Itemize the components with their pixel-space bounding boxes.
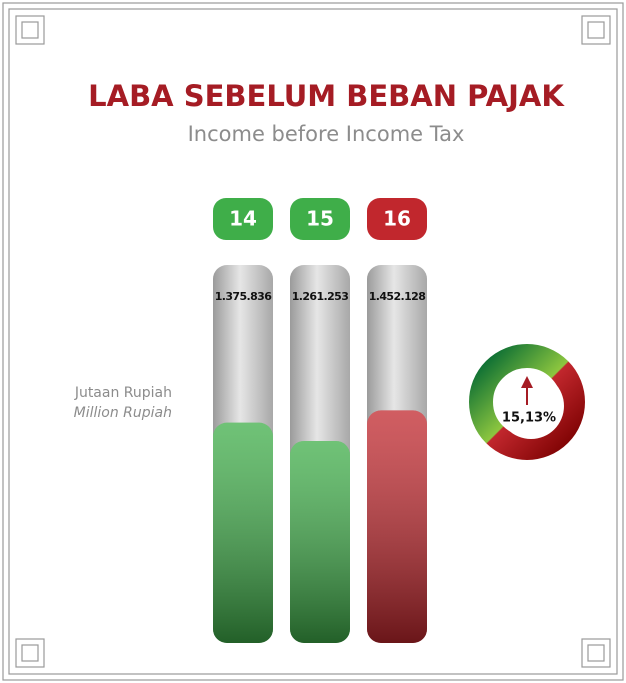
growth-label: 15,13%	[502, 411, 556, 426]
chart-title: LABA SEBELUM BEBAN PAJAK	[88, 79, 565, 113]
bar-shade	[290, 440, 350, 643]
unit-label: Jutaan Rupiah	[74, 385, 172, 401]
unit-label-en: Million Rupiah	[74, 405, 172, 421]
chart-subtitle: Income before Income Tax	[188, 122, 465, 146]
badge	[290, 198, 350, 240]
growth-badge: 15,13%	[469, 344, 585, 460]
value-label: 1.261.253	[292, 290, 349, 303]
badge	[213, 198, 273, 240]
badge	[367, 198, 427, 240]
bar-shade	[213, 422, 273, 643]
category-label: 14	[229, 207, 257, 231]
category-label: 15	[306, 207, 334, 231]
value-label: 1.375.836	[215, 290, 272, 303]
bar-shade	[367, 410, 427, 643]
category-label: 16	[383, 207, 411, 231]
value-label: 1.452.128	[369, 290, 426, 303]
